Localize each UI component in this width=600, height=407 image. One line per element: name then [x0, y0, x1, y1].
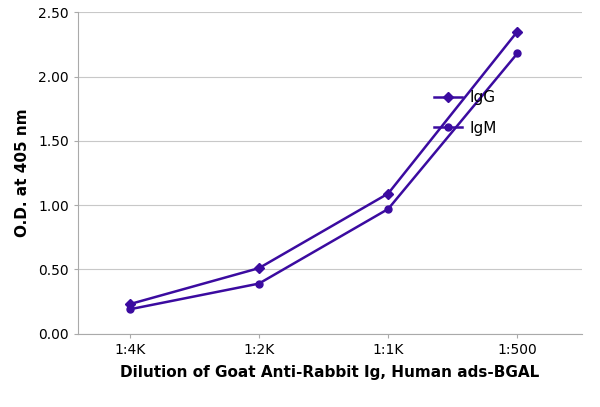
IgG [514, 29, 521, 34]
Legend: IgG, IgM: IgG, IgM [428, 84, 503, 142]
IgG [256, 266, 263, 271]
IgM [256, 281, 263, 286]
Line: IgG: IgG [126, 28, 521, 308]
IgM [514, 51, 521, 56]
Line: IgM: IgM [126, 50, 521, 313]
IgM [385, 206, 392, 211]
Y-axis label: O.D. at 405 nm: O.D. at 405 nm [15, 109, 30, 237]
IgM [126, 307, 133, 312]
IgG [126, 302, 133, 306]
IgG [385, 191, 392, 196]
X-axis label: Dilution of Goat Anti-Rabbit Ig, Human ads-BGAL: Dilution of Goat Anti-Rabbit Ig, Human a… [121, 365, 539, 380]
